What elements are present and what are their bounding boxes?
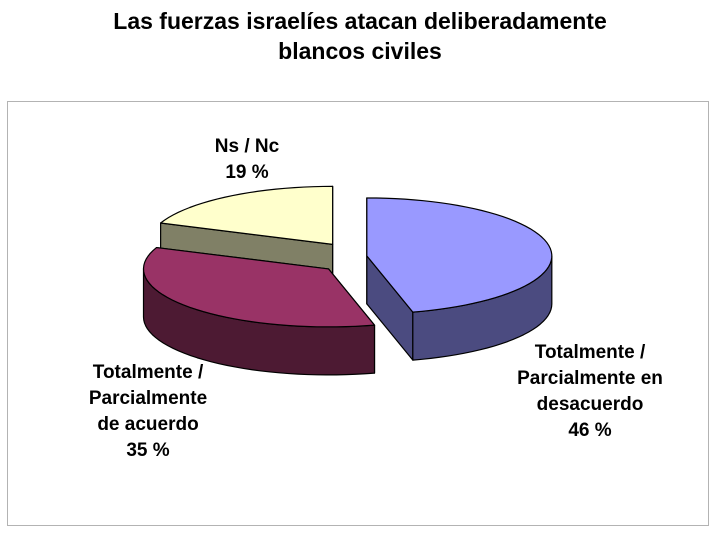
- pie-slice-top: [160, 185, 334, 245]
- slice-value-label: 35 %: [126, 440, 170, 461]
- slice-label-text: de acuerdo: [97, 414, 199, 435]
- slice-label-text: desacuerdo: [536, 394, 644, 415]
- slice-label-de-acuerdo: Totalmente / Parcialmente de acuerdo 35 …: [48, 360, 248, 464]
- slice-value-label: 46 %: [568, 420, 612, 441]
- slice-label-text: Totalmente /: [92, 362, 204, 383]
- chart-title: Las fuerzas israelíes atacan deliberadam…: [0, 6, 720, 66]
- pie-slice-0: [366, 197, 553, 361]
- slice-label-text: Totalmente /: [534, 342, 646, 363]
- slice-label-en-desacuerdo: Totalmente / Parcialmente en desacuerdo …: [480, 340, 700, 444]
- slice-label-text: Parcialmente en: [517, 368, 663, 389]
- chart-title-line-2: blancos civiles: [278, 38, 442, 64]
- slice-label-text: Parcialmente: [88, 388, 208, 409]
- slice-label-ns-nc: Ns / Nc 19 %: [187, 134, 307, 186]
- pie-slice-1: [142, 246, 376, 376]
- pie-slice-top: [366, 197, 553, 313]
- chart-title-line-1: Las fuerzas israelíes atacan deliberadam…: [113, 8, 607, 34]
- pie-slice-top: [142, 246, 376, 328]
- slice-value-label: 19 %: [225, 162, 269, 183]
- slice-label-text: Ns / Nc: [214, 136, 280, 157]
